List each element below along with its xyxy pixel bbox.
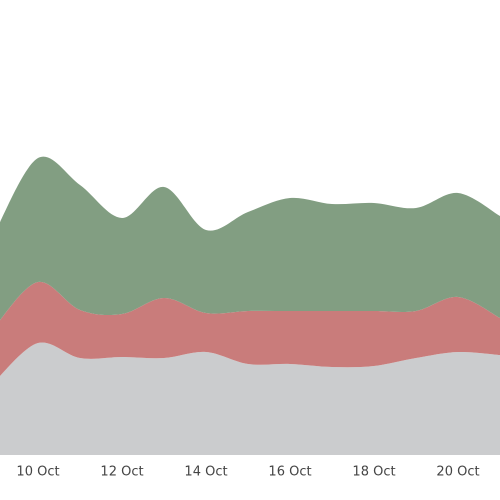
x-tick-label: 14 Oct <box>184 465 227 480</box>
x-tick-label: 16 Oct <box>268 465 311 480</box>
x-tick-label: 10 Oct <box>16 465 59 480</box>
area <box>0 342 500 456</box>
x-tick-label: 12 Oct <box>100 465 143 480</box>
area <box>0 156 500 321</box>
x-tick-label: 18 Oct <box>352 465 395 480</box>
x-tick-label: 20 Oct <box>436 465 479 480</box>
area <box>0 281 500 376</box>
